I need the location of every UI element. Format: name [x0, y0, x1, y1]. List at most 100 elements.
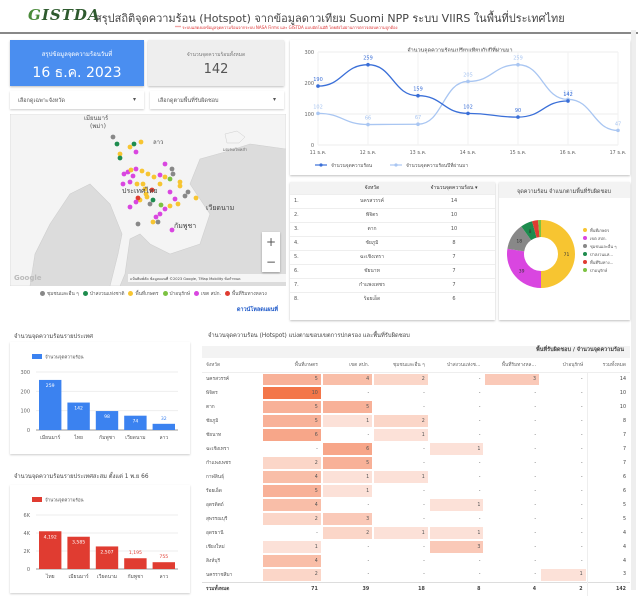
hotspot-marker[interactable]: [127, 204, 133, 210]
matrix-col-header[interactable]: เขต สปก.: [321, 358, 374, 373]
data-point[interactable]: [366, 62, 370, 67]
zoom-in-button[interactable]: +: [265, 235, 277, 249]
hotspot-marker[interactable]: [142, 186, 148, 192]
matrix-col-header[interactable]: ป่าสงวนแห่งช...: [428, 358, 485, 373]
hotspot-marker[interactable]: [135, 195, 141, 201]
hotspot-marker[interactable]: [139, 168, 145, 174]
table-row[interactable]: 4. ชัยภูมิ 8: [290, 235, 495, 250]
bar[interactable]: [39, 379, 62, 430]
province-filter-dropdown[interactable]: เลือกดูเฉพาะจังหวัด ▾: [10, 91, 144, 109]
table-row[interactable]: 2. พิจิตร 10: [290, 207, 495, 222]
table-row[interactable]: 3. ตาก 10: [290, 221, 495, 236]
hotspot-marker[interactable]: [162, 161, 168, 167]
bar[interactable]: [95, 546, 119, 569]
hotspot-marker[interactable]: [128, 167, 134, 173]
table-row[interactable]: 8. ร้อยเอ็ด 6: [290, 291, 495, 306]
map-legend-item[interactable]: ป่าอนุรักษ์: [162, 290, 190, 299]
map-legend-item[interactable]: พื้นที่ริมทางหลวง: [225, 290, 267, 299]
matrix-row[interactable]: ชัยนาท 6-1- - -7: [202, 428, 630, 442]
col-count-sort[interactable]: จำนวนจุดความร้อน ▾: [413, 182, 495, 194]
hotspot-marker[interactable]: [185, 189, 191, 195]
data-point[interactable]: [466, 111, 470, 116]
hotspot-marker[interactable]: [150, 197, 156, 203]
bar[interactable]: [39, 531, 62, 569]
donut-slice[interactable]: [521, 221, 537, 241]
matrix-col-header[interactable]: จังหวัด: [202, 358, 262, 373]
data-point[interactable]: [466, 79, 470, 84]
matrix-col-header[interactable]: ชุมชนและอื่น ๆ: [373, 358, 429, 373]
col-province[interactable]: จังหวัด: [331, 182, 413, 194]
hotspot-marker[interactable]: [157, 211, 163, 217]
hotspot-map[interactable]: เมียนมาร์ (พม่า) ลาว ประเทศไทย เวียดนาม …: [10, 114, 286, 286]
hotspot-marker[interactable]: [140, 181, 146, 187]
bar[interactable]: [124, 415, 147, 430]
data-point[interactable]: [366, 122, 370, 127]
matrix-row[interactable]: กาฬสินธุ์ 4 1 1- - -6: [202, 470, 630, 484]
zoom-out-button[interactable]: −: [265, 255, 277, 269]
map-legend-item[interactable]: พื้นที่เกษตร: [128, 290, 159, 299]
hotspot-marker[interactable]: [135, 221, 141, 227]
hotspot-marker[interactable]: [133, 166, 139, 172]
bar[interactable]: [124, 558, 147, 569]
map-legend-item[interactable]: ชุมชนและอื่น ๆ: [40, 290, 79, 299]
hotspot-marker[interactable]: [182, 193, 188, 199]
hotspot-marker[interactable]: [127, 144, 133, 150]
hotspot-marker[interactable]: [133, 199, 139, 205]
hotspot-marker[interactable]: [110, 134, 116, 140]
hotspot-marker[interactable]: [170, 171, 176, 177]
page-scrollbar[interactable]: [631, 30, 636, 590]
hotspot-marker[interactable]: [133, 149, 139, 155]
hotspot-marker[interactable]: [169, 227, 175, 233]
hotspot-marker[interactable]: [169, 166, 175, 172]
hotspot-marker[interactable]: [158, 202, 164, 208]
hotspot-marker[interactable]: [120, 181, 126, 187]
matrix-col-header[interactable]: พื้นที่เกษตร: [261, 358, 322, 373]
bar[interactable]: [152, 423, 175, 430]
matrix-col-header[interactable]: ป่าอนุรักษ์: [540, 358, 588, 373]
data-point[interactable]: [516, 62, 520, 67]
download-map-link[interactable]: ดาวน์โหลดแผนที่: [236, 307, 278, 313]
hotspot-marker[interactable]: [138, 139, 144, 145]
hotspot-marker[interactable]: [127, 179, 133, 185]
bar[interactable]: [67, 402, 90, 430]
matrix-row[interactable]: ชัยภูมิ 5 1 2- - -8: [202, 414, 630, 428]
hotspot-marker[interactable]: [150, 219, 156, 225]
hotspot-marker[interactable]: [121, 171, 127, 177]
hotspot-marker[interactable]: [147, 201, 153, 207]
bar[interactable]: [95, 411, 119, 430]
data-point[interactable]: [316, 84, 320, 88]
area-filter-dropdown[interactable]: เลือกดูตามพื้นที่รับผิดชอบ ▾: [150, 91, 284, 109]
matrix-row[interactable]: เชียงใหม่ 1- -3- -4: [202, 540, 630, 554]
matrix-row[interactable]: สิงห์บุรี 4- - - - -4: [202, 554, 630, 568]
data-point[interactable]: [566, 99, 570, 103]
matrix-col-header[interactable]: รวมทั้งหมด: [587, 358, 630, 373]
hotspot-marker[interactable]: [167, 189, 173, 195]
hotspot-marker[interactable]: [175, 201, 181, 207]
matrix-row[interactable]: สุพรรณบุรี 2 3- - - -5: [202, 512, 630, 526]
matrix-row[interactable]: นครราชสีมา 2- - - -1 3: [202, 568, 630, 582]
hotspot-marker[interactable]: [167, 203, 173, 209]
hotspot-marker[interactable]: [130, 173, 136, 179]
hotspot-marker[interactable]: [149, 187, 155, 193]
hotspot-marker[interactable]: [153, 214, 159, 220]
hotspot-marker[interactable]: [157, 172, 163, 178]
matrix-row[interactable]: อุดรธานี -2 1 1- -4: [202, 526, 630, 540]
data-point[interactable]: [316, 111, 320, 116]
matrix-col-header[interactable]: พื้นที่ริมทางหล...: [484, 358, 541, 373]
donut-slice[interactable]: [541, 220, 575, 288]
table-row[interactable]: 5. ฉะเชิงเทรา 7: [290, 249, 495, 264]
bar[interactable]: [67, 536, 90, 569]
data-point[interactable]: [616, 128, 620, 133]
table-row[interactable]: 6. ชัยนาท 7: [290, 263, 495, 278]
hotspot-marker[interactable]: [114, 141, 120, 147]
data-point[interactable]: [416, 122, 420, 127]
data-point[interactable]: [516, 115, 520, 119]
hotspot-marker[interactable]: [177, 179, 183, 185]
hotspot-marker[interactable]: [177, 183, 183, 189]
hotspot-marker[interactable]: [155, 219, 161, 225]
donut-slice[interactable]: [507, 248, 541, 288]
hotspot-marker[interactable]: [144, 194, 150, 200]
hotspot-marker[interactable]: [117, 151, 123, 157]
donut-slice[interactable]: [532, 220, 540, 238]
map-legend-item[interactable]: ป่าสงวนแห่งชาติ: [82, 290, 124, 299]
